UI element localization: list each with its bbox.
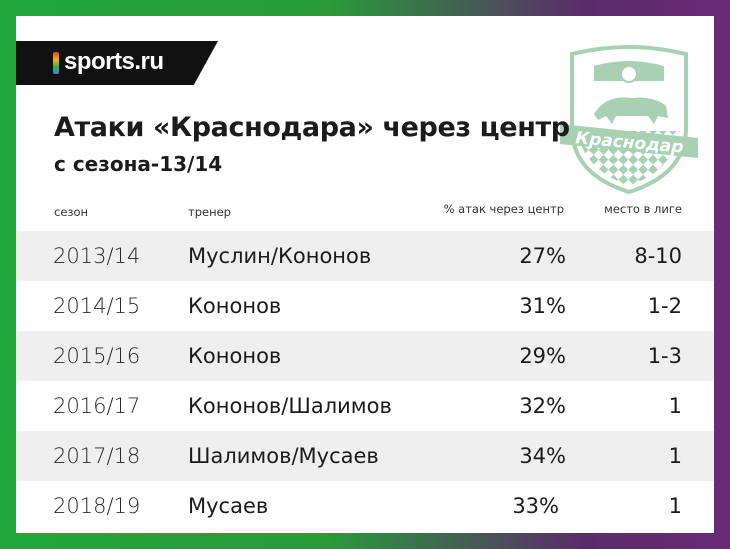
- column-header-pct: % атак через центр: [443, 202, 564, 216]
- table-row: 2015/16 Кононов 29% 1-3: [16, 331, 714, 381]
- data-table: 2013/14 Муслин/Кононов 27% 8-10 2014/15 …: [16, 231, 714, 531]
- cell-coach: Кононов: [188, 294, 282, 318]
- table-row: 2014/15 Кононов 31% 1-2: [16, 281, 714, 331]
- cell-season: 2014/15: [53, 294, 141, 318]
- cell-coach: Шалимов/Мусаев: [188, 444, 379, 468]
- cell-place: 1: [668, 494, 682, 518]
- logo-text: sports.ru: [64, 48, 164, 75]
- cell-pct: 29%: [519, 344, 566, 368]
- page-subtitle: с сезона-13/14: [54, 152, 223, 176]
- cell-coach: Кононов: [188, 344, 282, 368]
- page-title: Атаки «Краснодара» через центр: [54, 112, 570, 143]
- table-row: 2018/19 Мусаев 33% 1: [16, 481, 714, 531]
- cell-pct: 27%: [519, 244, 566, 268]
- sports-ru-logo: sports.ru: [16, 41, 218, 85]
- cell-place: 8-10: [634, 244, 682, 268]
- fc-krasnodar-crest-icon: Краснодар: [560, 45, 698, 195]
- cell-pct: 34%: [519, 444, 566, 468]
- cell-season: 2015/16: [53, 344, 141, 368]
- cell-pct: 31%: [519, 294, 566, 318]
- column-header-coach: тренер: [188, 205, 231, 219]
- column-header-season: сезон: [54, 205, 89, 219]
- table-row: 2013/14 Муслин/Кононов 27% 8-10: [16, 231, 714, 281]
- cell-pct: 33%: [512, 494, 559, 518]
- table-row: 2016/17 Кононов/Шалимов 32% 1: [16, 381, 714, 431]
- cell-pct: 32%: [519, 394, 566, 418]
- cell-place: 1-2: [647, 294, 682, 318]
- cell-place: 1-3: [647, 344, 682, 368]
- column-header-place: место в лиге: [604, 202, 682, 216]
- cell-place: 1: [668, 444, 682, 468]
- cell-coach: Кононов/Шалимов: [188, 394, 392, 418]
- cell-season: 2018/19: [53, 494, 141, 518]
- infographic-card: sports.ru Краснодар Атаки «Краснодара» ч…: [16, 16, 714, 533]
- cell-season: 2013/14: [53, 244, 141, 268]
- cell-season: 2017/18: [53, 444, 141, 468]
- cell-season: 2016/17: [53, 394, 141, 418]
- cell-coach: Мусаев: [188, 494, 269, 518]
- logo-mark-icon: [53, 52, 59, 74]
- table-row: 2017/18 Шалимов/Мусаев 34% 1: [16, 431, 714, 481]
- cell-coach: Муслин/Кононов: [188, 244, 372, 268]
- cell-place: 1: [668, 394, 682, 418]
